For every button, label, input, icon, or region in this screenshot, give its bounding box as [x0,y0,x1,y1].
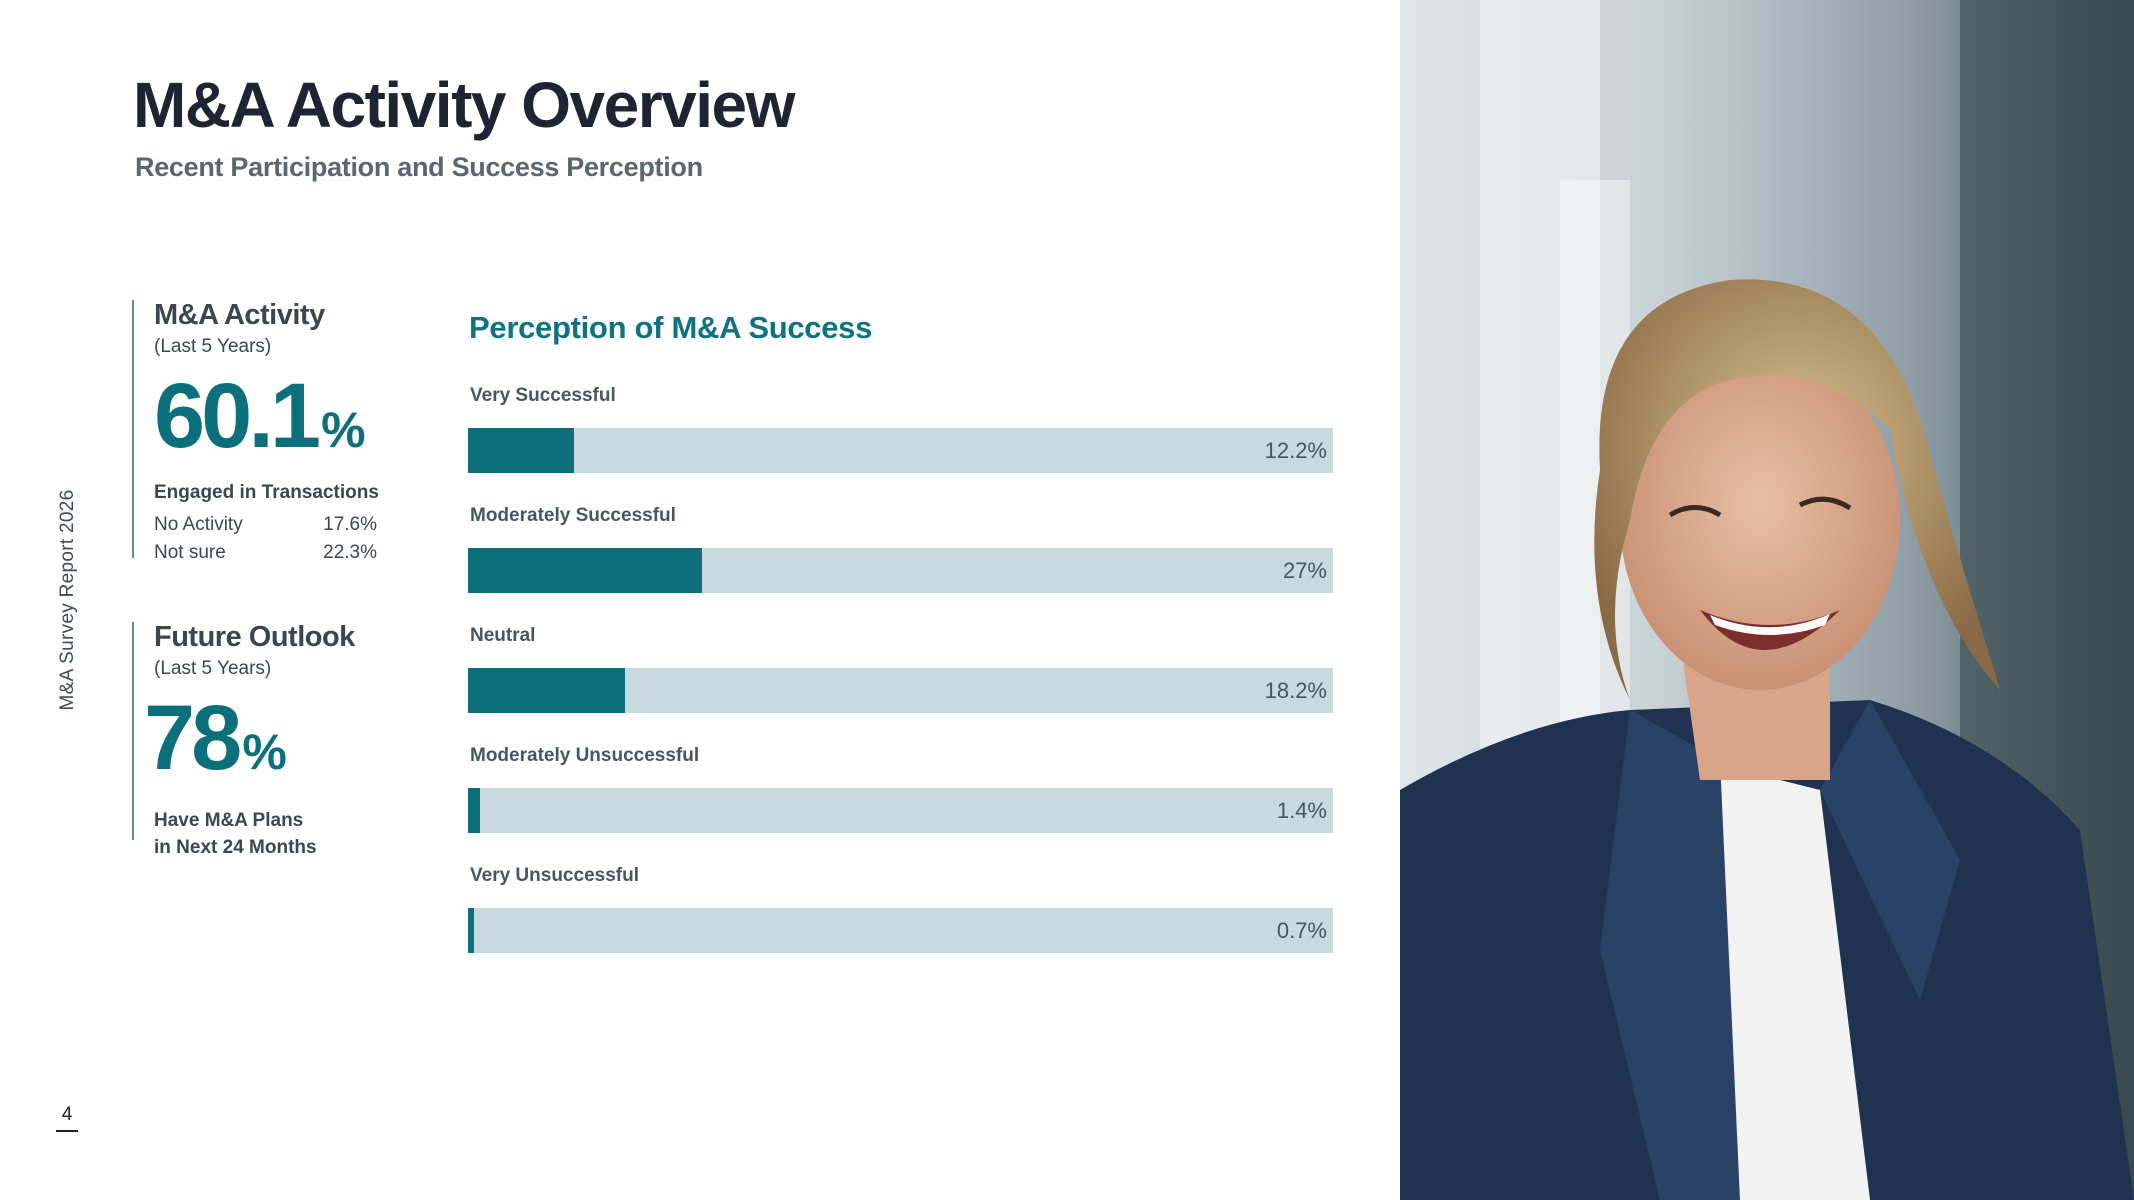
outlook-value: 78 [144,686,242,789]
outlook-caption-line: Have M&A Plans [154,809,304,831]
bar-fill [468,548,702,593]
activity-unit: % [321,401,366,458]
smiling-woman-photo [1400,0,2134,1200]
bar-category-label: Very Unsuccessful [470,865,639,886]
breakdown-row: No Activity 17.6% [154,514,377,536]
bar-value-label: 12.2% [1264,438,1327,463]
bar-track: 1.4% [468,788,1333,833]
chart-title: Perception of M&A Success [469,310,873,345]
bar-fill [468,428,574,473]
outlook-heading: Future Outlook [154,621,355,653]
activity-big-number: 60.1 % [154,370,392,462]
bar-fill [468,668,626,713]
bar-value-label: 1.4% [1276,798,1327,823]
outlook-period: (Last 5 Years) [154,657,272,679]
outlook-unit: % [242,723,287,780]
bar-value-label: 18.2% [1264,678,1327,703]
bar-track: 0.7% [468,908,1333,953]
breakdown-row: Not sure 22.3% [154,542,377,564]
bar-value-label: 27% [1282,558,1327,583]
photo-illustration [1400,0,2134,1200]
bar-track: 27% [468,548,1333,593]
bar-category-label: Neutral [470,625,536,646]
bar-track: 18.2% [468,668,1333,713]
activity-caption: Engaged in Transactions [154,481,379,503]
activity-heading: M&A Activity [154,299,325,331]
bar-category-label: Very Successful [470,385,616,406]
page-number: 4 [56,1104,78,1132]
report-side-label: M&A Survey Report 2026 [57,489,78,711]
outlook-caption: Have M&A Plans in Next 24 Months [154,808,392,862]
activity-period: (Last 5 Years) [154,335,272,357]
page-title: M&A Activity Overview [133,69,795,141]
bar-track: 12.2% [468,428,1333,473]
bar-fill [468,908,475,953]
bar-fill [468,788,481,833]
breakdown-value: 22.3% [323,542,377,564]
activity-value: 60.1 [154,364,321,467]
bar-category-label: Moderately Successful [470,505,676,526]
breakdown-label: No Activity [154,514,243,536]
bar-category-label: Moderately Unsuccessful [470,745,700,766]
breakdown-label: Not sure [154,542,226,564]
outlook-big-number: 78 % [144,692,392,784]
outlook-stat-block: Future Outlook (Last 5 Years) 78 % Have … [132,621,392,858]
page-subtitle: Recent Participation and Success Percept… [135,152,703,182]
activity-stat-block: M&A Activity (Last 5 Years) 60.1 % Engag… [132,299,392,563]
outlook-caption-line: in Next 24 Months [154,836,317,858]
bar-value-label: 0.7% [1276,918,1327,943]
breakdown-value: 17.6% [323,514,377,536]
